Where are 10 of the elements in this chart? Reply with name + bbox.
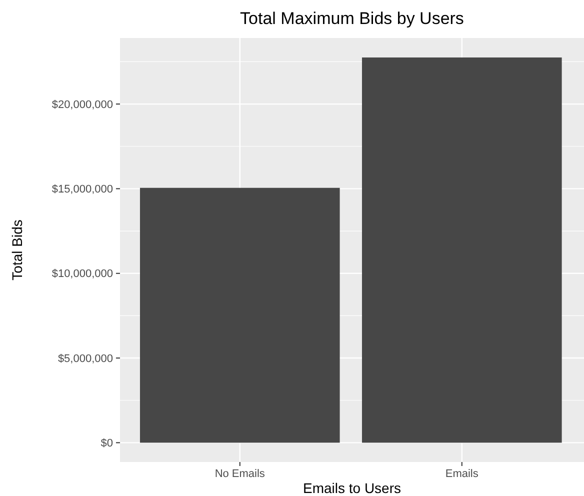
- y-tick-label: $10,000,000: [52, 268, 113, 280]
- x-tick-label: Emails: [445, 468, 479, 480]
- y-tick-label: $5,000,000: [58, 352, 113, 365]
- y-tick-label: $15,000,000: [52, 184, 113, 196]
- x-tick-label: No Emails: [214, 468, 266, 480]
- y-tick-label: $0: [100, 438, 113, 450]
- x-axis-title: Emails to Users: [302, 480, 402, 496]
- y-axis-title: Total Bids: [9, 220, 25, 280]
- y-tick-label: $20,000,000: [52, 98, 113, 111]
- chart-title: Total Maximum Bids by Users: [240, 9, 464, 28]
